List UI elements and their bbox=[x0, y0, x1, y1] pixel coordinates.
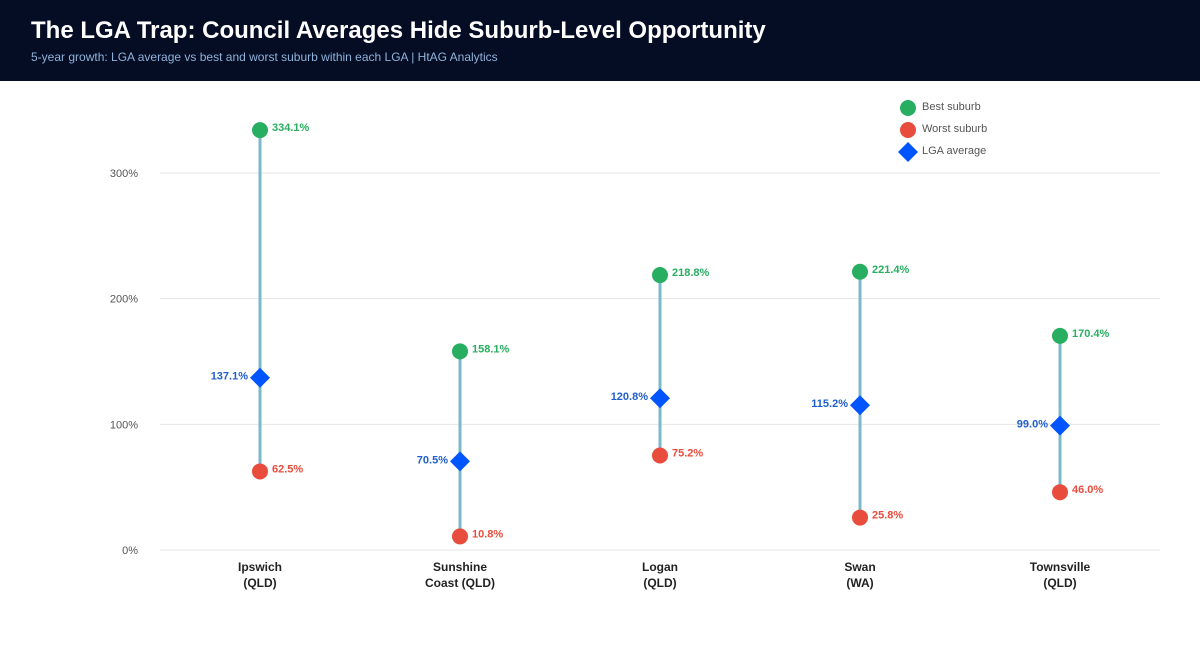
legend-best-label: Best suburb bbox=[922, 101, 981, 113]
y-tick-label: 100% bbox=[110, 419, 138, 431]
worst-suburb-label: 62.5% bbox=[272, 463, 303, 475]
worst-suburb-label: 46.0% bbox=[1072, 484, 1103, 496]
best-suburb-point bbox=[1052, 327, 1068, 344]
category-label-line2: (QLD) bbox=[643, 576, 676, 590]
category-label-line2: (QLD) bbox=[243, 576, 276, 590]
legend-average-marker bbox=[898, 142, 918, 162]
worst-suburb-point bbox=[652, 447, 668, 464]
best-suburb-label: 158.1% bbox=[472, 343, 510, 355]
lga-average-label: 99.0% bbox=[1017, 419, 1048, 431]
chart-header: The LGA Trap: Council Averages Hide Subu… bbox=[0, 0, 1200, 81]
chart-title: The LGA Trap: Council Averages Hide Subu… bbox=[31, 17, 766, 44]
best-suburb-point bbox=[252, 122, 268, 139]
category-label-line2: (QLD) bbox=[1043, 576, 1076, 590]
chart-subtitle: 5-year growth: LGA average vs best and w… bbox=[31, 50, 498, 64]
worst-suburb-label: 10.8% bbox=[472, 528, 503, 540]
lga-average-point bbox=[450, 451, 470, 472]
y-tick-label: 300% bbox=[110, 168, 138, 180]
category-label: Logan bbox=[642, 560, 678, 574]
best-suburb-point bbox=[452, 343, 468, 360]
lga-average-label: 120.8% bbox=[611, 391, 649, 403]
category-label: Swan bbox=[844, 560, 875, 574]
legend-best-marker bbox=[900, 100, 916, 116]
category-label: Townsville bbox=[1030, 560, 1091, 574]
lga-average-label: 115.2% bbox=[811, 398, 848, 410]
worst-suburb-point bbox=[252, 463, 268, 480]
category-label: Sunshine bbox=[433, 560, 487, 574]
lga-average-point bbox=[250, 367, 270, 388]
y-tick-label: 200% bbox=[110, 294, 138, 306]
best-suburb-label: 221.4% bbox=[872, 264, 910, 276]
legend-worst-marker bbox=[900, 122, 916, 138]
lga-average-label: 137.1% bbox=[211, 371, 249, 383]
best-suburb-point bbox=[652, 267, 668, 284]
best-suburb-label: 218.8% bbox=[672, 267, 710, 279]
best-suburb-label: 334.1% bbox=[272, 122, 310, 134]
legend-average-label: LGA average bbox=[922, 145, 986, 157]
worst-suburb-label: 75.2% bbox=[672, 447, 703, 459]
category-label-line2: (WA) bbox=[846, 576, 873, 590]
best-suburb-point bbox=[852, 263, 868, 280]
best-suburb-label: 170.4% bbox=[1072, 328, 1110, 340]
category-label: Ipswich bbox=[238, 560, 282, 574]
worst-suburb-point bbox=[452, 528, 468, 545]
worst-suburb-point bbox=[1052, 484, 1068, 501]
lga-average-point bbox=[1050, 415, 1070, 436]
lga-average-label: 70.5% bbox=[417, 454, 448, 466]
category-label-line2: Coast (QLD) bbox=[425, 576, 495, 590]
lga-average-point bbox=[850, 395, 870, 416]
lga-average-point bbox=[650, 388, 670, 409]
worst-suburb-point bbox=[852, 509, 868, 526]
legend-worst-label: Worst suburb bbox=[922, 123, 987, 135]
y-tick-label: 0% bbox=[122, 545, 138, 557]
worst-suburb-label: 25.8% bbox=[872, 510, 903, 522]
